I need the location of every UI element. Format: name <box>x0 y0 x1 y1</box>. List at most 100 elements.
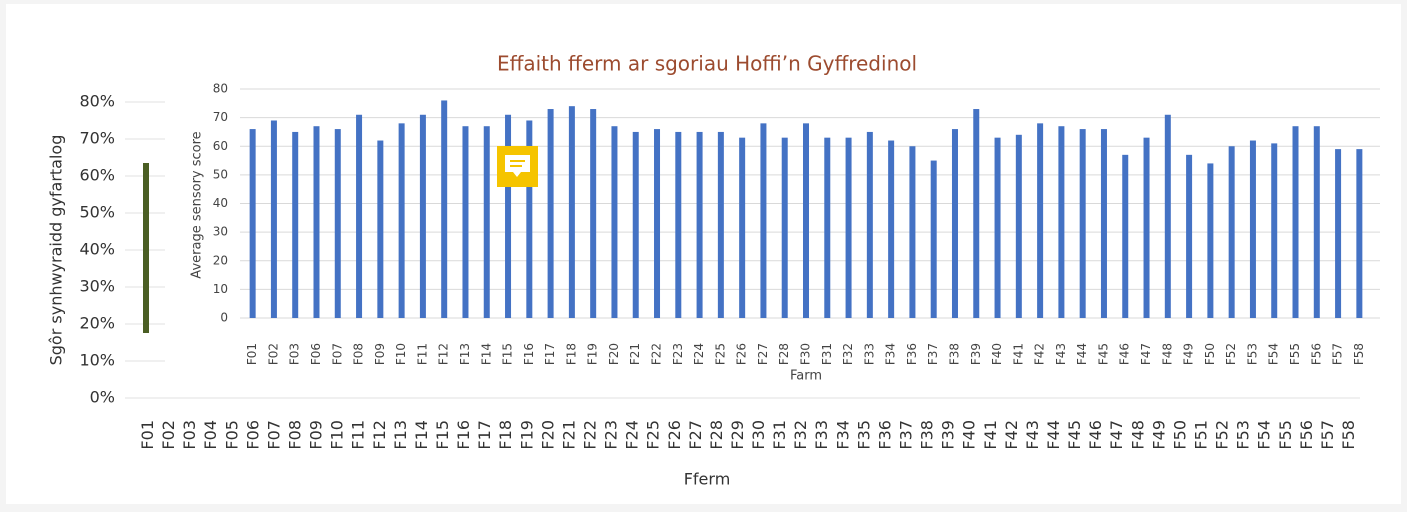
bar <box>568 106 575 318</box>
bar <box>632 131 639 318</box>
x-tick-label: F53 <box>1234 420 1253 450</box>
x-tick-label: F26 <box>735 343 749 365</box>
y-tick-label: 70 <box>213 110 228 124</box>
x-tick-label: F17 <box>543 343 557 365</box>
x-tick-label: F16 <box>454 420 473 450</box>
y-tick-label: 80 <box>213 82 228 96</box>
x-tick-label: F01 <box>245 343 259 365</box>
x-tick-label: F36 <box>905 343 919 365</box>
x-tick-label: F58 <box>1339 420 1358 450</box>
x-tick-label: F56 <box>1297 420 1316 450</box>
x-tick-label: F23 <box>602 420 621 450</box>
x-tick-label: F13 <box>391 420 410 450</box>
x-tick-label: F10 <box>394 343 408 365</box>
y-tick-label: 30 <box>213 225 228 239</box>
bar <box>1100 129 1107 318</box>
bar <box>547 109 554 318</box>
x-tick-label: F49 <box>1182 343 1196 365</box>
x-tick-label: F41 <box>981 420 1000 450</box>
bar <box>249 129 256 318</box>
x-tick-label: F31 <box>770 420 789 450</box>
bar <box>930 160 937 318</box>
x-tick-label: F25 <box>713 343 727 365</box>
x-tick-label: F27 <box>686 420 705 450</box>
inner-plot: Average sensory score Farm 0 10 20 30 40 50 60… <box>190 82 1380 384</box>
x-tick-label: F07 <box>264 420 283 450</box>
bar <box>1313 126 1320 319</box>
x-tick-label: F09 <box>307 420 326 450</box>
bar <box>398 123 405 318</box>
x-tick-label: F38 <box>947 343 961 365</box>
bar <box>483 126 490 319</box>
bar <box>973 109 980 318</box>
x-tick-label: F07 <box>330 343 344 365</box>
bar <box>803 123 809 318</box>
bar <box>462 126 469 319</box>
x-tick-label: F02 <box>266 343 280 365</box>
y-tick-label: 30% <box>79 277 115 296</box>
x-tick-label: F43 <box>1023 420 1042 450</box>
bar <box>441 100 448 318</box>
x-tick-label: F40 <box>960 420 979 450</box>
x-tick-label: F46 <box>1086 420 1105 450</box>
bar <box>739 137 746 318</box>
y-tick-label: 0 <box>220 311 228 325</box>
x-tick-label: F33 <box>862 343 876 365</box>
bar <box>505 114 512 318</box>
x-tick-label: F19 <box>517 420 536 450</box>
x-tick-label: F29 <box>728 420 747 450</box>
bar <box>654 129 661 318</box>
x-tick-label: F28 <box>777 343 791 365</box>
bar <box>611 126 618 319</box>
x-tick-label: F23 <box>671 343 685 365</box>
x-tick-label: F05 <box>222 420 241 450</box>
x-tick-label: F58 <box>1352 343 1366 365</box>
bar <box>1335 149 1342 318</box>
x-tick-label: F42 <box>1033 343 1047 365</box>
x-tick-label: F44 <box>1075 343 1089 365</box>
bar <box>1143 137 1150 318</box>
y-tick-label: 70% <box>79 129 115 148</box>
x-tick-label: F21 <box>559 420 578 450</box>
x-tick-label: F49 <box>1149 420 1168 450</box>
bar <box>888 140 895 318</box>
x-tick-label: F12 <box>437 343 451 365</box>
bar <box>1249 140 1256 318</box>
bar <box>951 129 958 318</box>
bar <box>1037 123 1044 318</box>
y-tick-label: 40 <box>213 196 228 210</box>
x-tick-label: F36 <box>875 420 894 450</box>
x-tick-label: F52 <box>1224 343 1238 365</box>
x-tick-label: F04 <box>201 420 220 450</box>
x-tick-label: F14 <box>412 420 431 450</box>
x-tick-label: F06 <box>243 420 262 450</box>
x-tick-label: F48 <box>1128 420 1147 450</box>
y-tick-label: 50 <box>213 167 228 181</box>
x-tick-label: F54 <box>1255 420 1274 450</box>
x-tick-label: F35 <box>854 420 873 450</box>
x-tick-label: F11 <box>349 420 368 450</box>
accent-bar <box>143 163 149 333</box>
x-tick-label: F27 <box>756 343 770 365</box>
x-tick-label: F18 <box>564 343 578 365</box>
bar <box>845 137 852 318</box>
x-tick-label: F15 <box>501 343 515 365</box>
x-tick-label: F22 <box>650 343 664 365</box>
bar <box>1207 163 1214 318</box>
y-tick-label: 60% <box>79 166 115 185</box>
x-tick-label: F45 <box>1065 420 1084 450</box>
x-tick-label: F54 <box>1267 343 1281 365</box>
bar <box>866 131 873 318</box>
x-tick-label: F46 <box>1118 343 1132 365</box>
x-tick-label: F26 <box>665 420 684 450</box>
x-tick-label: F51 <box>1191 420 1210 450</box>
x-axis-label: Fferm <box>684 470 731 489</box>
comment-icon[interactable] <box>497 146 538 187</box>
x-tick-label: F43 <box>1054 343 1068 365</box>
x-tick-label: F28 <box>707 420 726 450</box>
y-tick-label: 50% <box>79 203 115 222</box>
x-tick-label: F17 <box>475 420 494 450</box>
bar <box>1186 154 1193 318</box>
x-tick-label: F37 <box>926 343 940 365</box>
